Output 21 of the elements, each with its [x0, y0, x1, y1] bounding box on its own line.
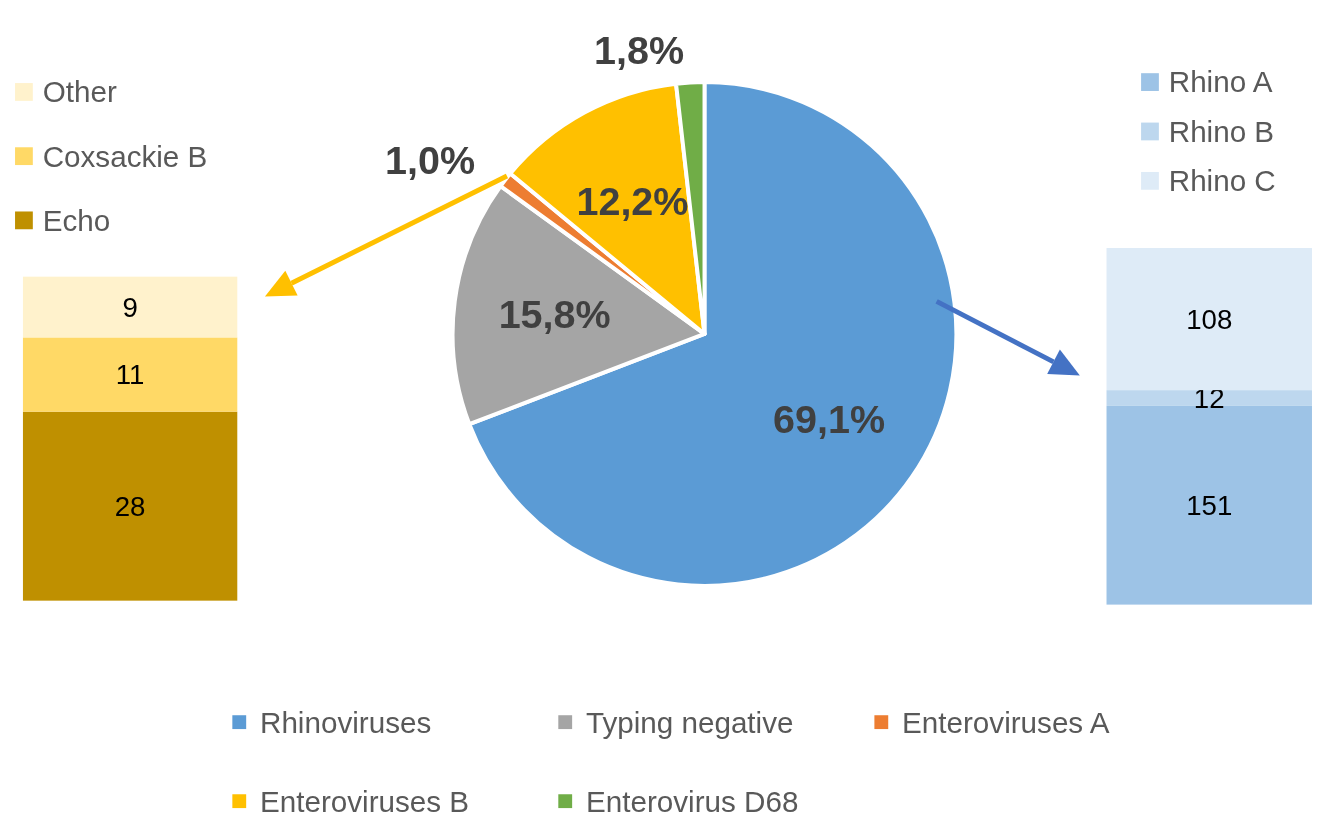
legend-label: Enteroviruses A [902, 705, 1110, 739]
legend-label: Enteroviruses B [260, 784, 470, 817]
data-label: 12,2% [576, 178, 689, 223]
data-label: 151 [1186, 489, 1233, 521]
legend-label: Rhino A [1168, 65, 1273, 99]
data-label: 15,8% [498, 292, 611, 337]
data-label: 11 [115, 359, 145, 391]
data-label: 108 [1186, 303, 1233, 335]
data-label: 9 [122, 291, 138, 323]
legend-label: Other [42, 75, 117, 109]
legend-label: Rhinoviruses [260, 705, 432, 739]
data-label: 69,1% [773, 397, 886, 442]
data-label: 1,0% [385, 137, 476, 182]
data-label: 28 [114, 490, 146, 522]
legend-label: Rhino C [1168, 164, 1276, 198]
legend-label: Echo [42, 203, 111, 237]
legend-label: Typing negative [585, 705, 794, 739]
legend-label: Coxsackie B [42, 139, 208, 173]
data-label: 1,8% [593, 27, 685, 72]
legend-label: Enterovirus D68 [585, 784, 799, 817]
legend-label: Rhino B [1168, 114, 1275, 148]
